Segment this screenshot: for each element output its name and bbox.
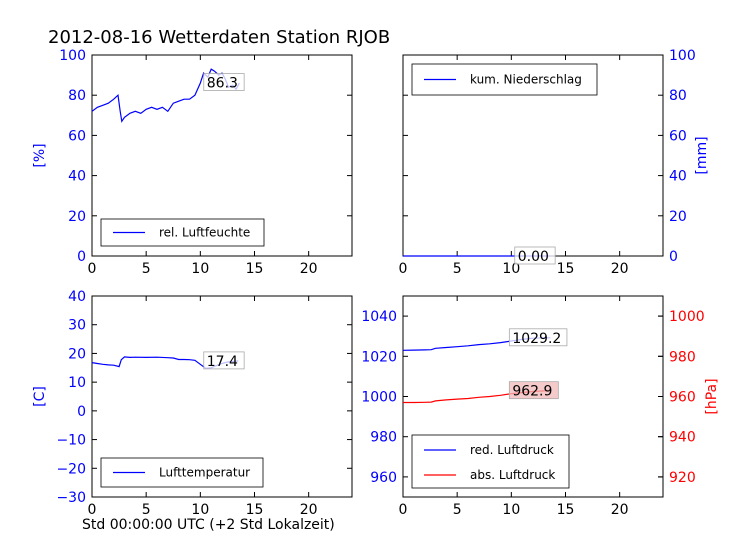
x-tick-label: 0 <box>88 261 97 277</box>
x-tick-label: 5 <box>142 261 151 277</box>
legend-label: red. Luftdruck <box>470 443 554 457</box>
y-tick-label: 980 <box>370 430 397 446</box>
annotation-label: 86.3 <box>207 76 238 92</box>
annotation-box <box>203 351 245 370</box>
y-tick-label: 80 <box>669 88 687 104</box>
x-tick-label: 15 <box>246 261 264 277</box>
annotation-label: 0.00 <box>518 249 549 265</box>
y2-tick-label: 960 <box>669 390 696 406</box>
legend-label: Lufttemperatur <box>159 466 250 480</box>
x-tick-label: 15 <box>557 261 575 277</box>
y-tick-label: 1020 <box>361 349 397 365</box>
x-tick-label: 10 <box>191 261 209 277</box>
annotation-label: 17.4 <box>207 354 238 370</box>
y-tick-label: 0 <box>669 249 678 265</box>
y-axis-label: [%] <box>32 143 48 167</box>
annotation-label: 1029.2 <box>512 331 561 347</box>
y-tick-label: 0 <box>77 249 86 265</box>
x-tick-label: 20 <box>300 261 318 277</box>
y-axis-label: [mm] <box>694 136 710 174</box>
y-tick-label: 60 <box>68 128 86 144</box>
annotation-box <box>508 328 568 347</box>
y-tick-label: −30 <box>56 490 86 506</box>
y-tick-label: 40 <box>68 169 86 185</box>
chart-title: 2012-08-16 Wetterdaten Station RJOB <box>48 27 391 48</box>
y2-tick-label: 920 <box>669 470 696 486</box>
y-tick-label: 40 <box>669 169 687 185</box>
legend-box <box>411 434 570 489</box>
x-tick-label: 0 <box>399 261 408 277</box>
x-tick-label: 15 <box>246 502 264 518</box>
x-tick-label: 10 <box>502 261 520 277</box>
legend-label: rel. Luftfeuchte <box>159 226 250 240</box>
x-tick-label: 15 <box>557 502 575 518</box>
y-axis-label: [C] <box>32 386 48 407</box>
x-tick-label: 20 <box>611 261 629 277</box>
x-tick-label: 5 <box>453 502 462 518</box>
annotation-label: 962.9 <box>512 384 552 400</box>
y-tick-label: −20 <box>56 461 86 477</box>
x-tick-label: 0 <box>88 502 97 518</box>
x-tick-label: 0 <box>399 502 408 518</box>
y-tick-label: 80 <box>68 88 86 104</box>
y-tick-label: 60 <box>669 128 687 144</box>
x-tick-label: 5 <box>142 502 151 518</box>
y2-tick-label: 1000 <box>669 309 705 325</box>
x-tick-label: 20 <box>300 502 318 518</box>
legend-label: abs. Luftdruck <box>470 468 555 482</box>
y-tick-label: 30 <box>68 318 86 334</box>
y-tick-label: 100 <box>669 48 696 64</box>
x-tick-label: 20 <box>611 502 629 518</box>
x-axis-label: Std 00:00:00 UTC (+2 Std Lokalzeit) <box>82 517 335 533</box>
annotation-box <box>514 246 556 265</box>
y-tick-label: 1040 <box>361 309 397 325</box>
y-tick-label: 20 <box>669 209 687 225</box>
y-tick-label: 20 <box>68 209 86 225</box>
x-tick-label: 5 <box>453 261 462 277</box>
legend-label: kum. Niederschlag <box>470 73 582 87</box>
y-tick-label: 40 <box>68 289 86 305</box>
y-tick-label: −10 <box>56 433 86 449</box>
y-tick-label: 1000 <box>361 390 397 406</box>
x-tick-label: 10 <box>502 502 520 518</box>
y-tick-label: 100 <box>59 48 86 64</box>
annotation-box <box>508 381 559 400</box>
y-tick-label: 0 <box>77 404 86 420</box>
annotation-box <box>203 73 245 91</box>
y-tick-label: 10 <box>68 375 86 391</box>
x-tick-label: 10 <box>191 502 209 518</box>
y-tick-label: 20 <box>68 346 86 362</box>
y2-tick-label: 940 <box>669 430 696 446</box>
y2-axis-label: [hPa] <box>704 378 720 414</box>
y-tick-label: 960 <box>370 470 397 486</box>
y2-tick-label: 980 <box>669 349 696 365</box>
